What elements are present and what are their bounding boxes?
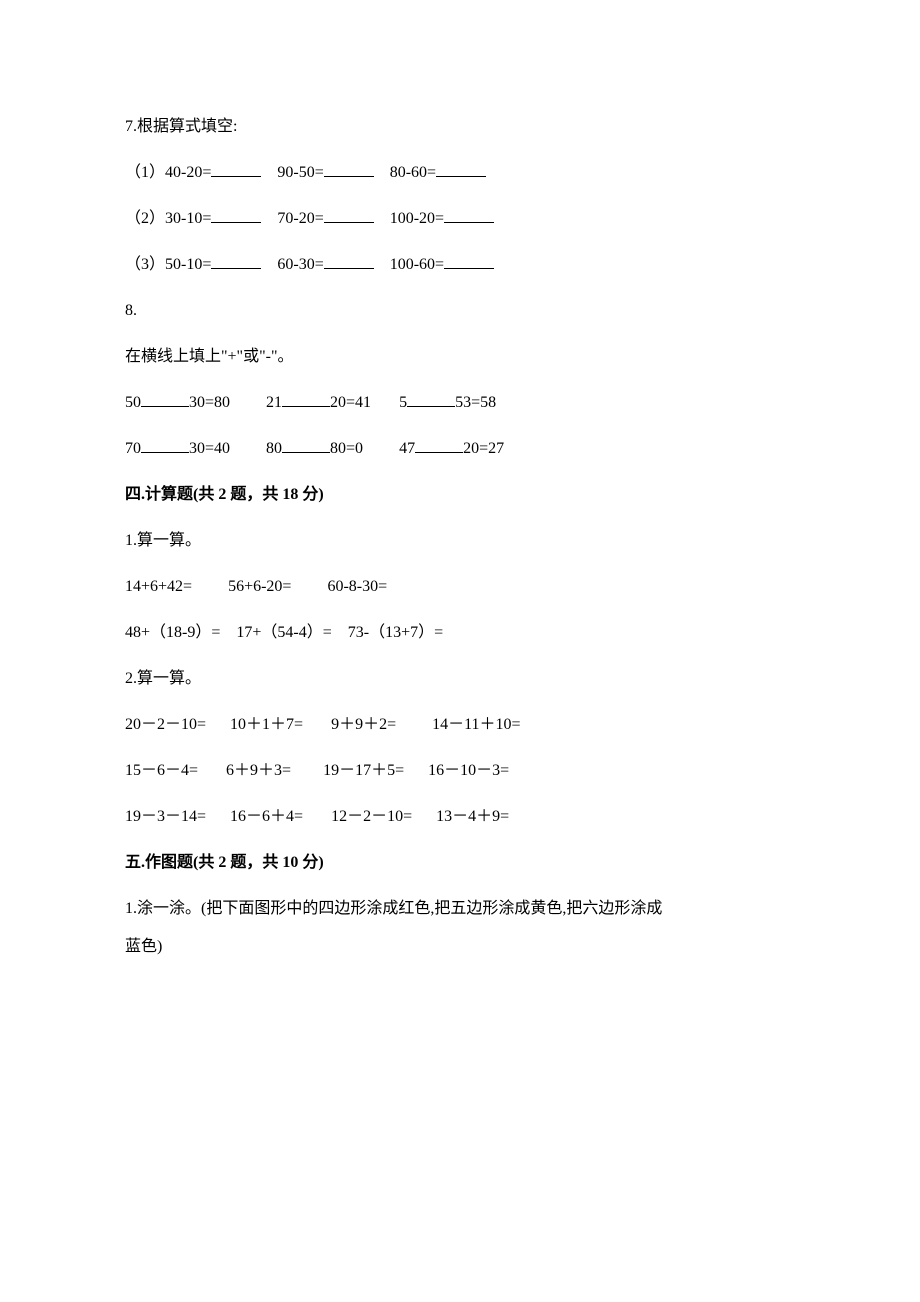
sec4-q1-title: 1.算一算。 [125,529,795,553]
q7-r2-b: 70-20= [277,210,323,227]
s4q2-r1-a: 20－2－10= [125,716,206,733]
q8-r1-b1: 21 [266,394,282,411]
q8-r1-c1: 5 [399,394,407,411]
sec4-q2-row2: 15－6－4= 6＋9＋3= 19－17＋5= 16－10－3= [125,759,795,783]
q7-r3-c: 100-60= [390,256,444,273]
q8-r2-a1: 70 [125,440,141,457]
sec5-q1b: 蓝色) [125,935,795,959]
q8-instruction: 在横线上填上"+"或"-"。 [125,345,795,369]
s4q2-r3-c: 12－2－10= [331,808,412,825]
blank [436,161,486,177]
sec4-q1-row2: 48+（18-9）= 17+（54-4）= 73-（13+7）= [125,621,795,645]
blank [444,207,494,223]
q7-r3-b: 60-30= [277,256,323,273]
sec4-title: 四.计算题(共 2 题，共 18 分) [125,483,795,507]
blank [444,253,494,269]
s4q2-r3-d: 13－4＋9= [436,808,509,825]
q8-r2-c2: 20=27 [463,440,504,457]
blank [211,253,261,269]
s4q1-r1-c: 60-8-30= [327,578,387,595]
q8-r2-b2: 80=0 [330,440,363,457]
s4q2-r2-a: 15－6－4= [125,762,198,779]
q7-r1-c: 80-60= [390,164,436,181]
blank [324,161,374,177]
sec5-q1: 1.涂一涂。(把下面图形中的四边形涂成红色,把五边形涂成黄色,把六边形涂成 [125,897,795,921]
blank [211,161,261,177]
q8-r1-c2: 53=58 [455,394,496,411]
blank [211,207,261,223]
q7-row1: （1）40-20= 90-50= 80-60= [125,161,795,185]
sec4-q2-row3: 19－3－14= 16－6＋4= 12－2－10= 13－4＋9= [125,805,795,829]
blank [415,437,463,453]
q8-r2-a2: 30=40 [189,440,230,457]
blank [324,207,374,223]
blank [141,391,189,407]
blank [282,437,330,453]
q8-row1: 50 30=80 21 20=41 5 53=58 [125,391,795,415]
sec5-title: 五.作图题(共 2 题，共 10 分) [125,851,795,875]
q7-r1-b: 90-50= [277,164,323,181]
q7-row2: （2）30-10= 70-20= 100-20= [125,207,795,231]
q7-r2-a: （2）30-10= [125,210,211,227]
s4q1-r2-b: 17+（54-4）= [236,624,331,641]
s4q2-r1-b: 10＋1＋7= [230,716,303,733]
q8-num: 8. [125,299,795,323]
sec4-q1-row1: 14+6+42= 56+6-20= 60-8-30= [125,575,795,599]
s4q1-r2-a: 48+（18-9）= [125,624,220,641]
q8-r1-a1: 50 [125,394,141,411]
blank [141,437,189,453]
s4q2-r3-a: 19－3－14= [125,808,206,825]
q7-r3-a: （3）50-10= [125,256,211,273]
s4q2-r3-b: 16－6＋4= [230,808,303,825]
s4q2-r1-d: 14－11＋10= [432,716,520,733]
s4q2-r2-c: 19－17＋5= [323,762,404,779]
q8-row2: 70 30=40 80 80=0 47 20=27 [125,437,795,461]
q8-r2-c1: 47 [399,440,415,457]
q8-r1-b2: 20=41 [330,394,371,411]
s4q2-r1-c: 9＋9＋2= [331,716,396,733]
blank [324,253,374,269]
q8-r1-a2: 30=80 [189,394,230,411]
q8-r2-b1: 80 [266,440,282,457]
s4q2-r2-b: 6＋9＋3= [226,762,291,779]
q7-title: 7.根据算式填空: [125,115,795,139]
blank [282,391,330,407]
q7-r1-a: （1）40-20= [125,164,211,181]
q7-row3: （3）50-10= 60-30= 100-60= [125,253,795,277]
s4q1-r2-c: 73-（13+7）= [348,624,443,641]
s4q1-r1-b: 56+6-20= [228,578,291,595]
blank [407,391,455,407]
s4q1-r1-a: 14+6+42= [125,578,192,595]
q7-r2-c: 100-20= [390,210,444,227]
sec4-q2-title: 2.算一算。 [125,667,795,691]
s4q2-r2-d: 16－10－3= [428,762,509,779]
sec4-q2-row1: 20－2－10= 10＋1＋7= 9＋9＋2= 14－11＋10= [125,713,795,737]
